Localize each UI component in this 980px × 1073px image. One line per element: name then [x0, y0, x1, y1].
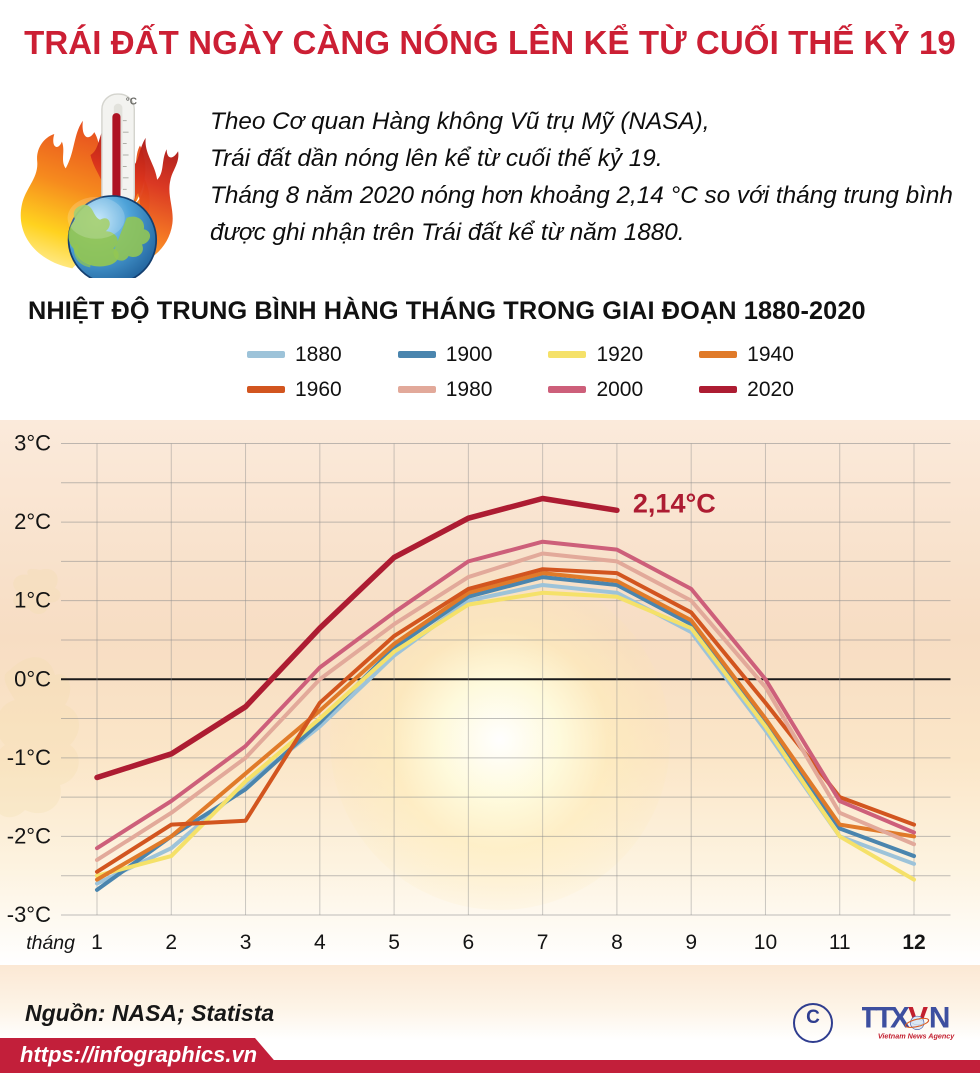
- svg-text:7: 7: [537, 931, 549, 954]
- svg-text:8: 8: [611, 931, 623, 954]
- svg-text:5: 5: [388, 931, 400, 954]
- svg-text:2,14°C: 2,14°C: [633, 488, 716, 518]
- svg-text:11: 11: [829, 931, 851, 954]
- svg-text:X: X: [890, 1001, 910, 1034]
- svg-text:12: 12: [902, 931, 925, 954]
- svg-text:1°C: 1°C: [14, 588, 51, 613]
- svg-text:°C: °C: [126, 97, 137, 108]
- svg-text:0°C: 0°C: [14, 666, 51, 691]
- svg-text:-2°C: -2°C: [7, 823, 51, 848]
- svg-text:3°C: 3°C: [14, 431, 51, 456]
- svg-text:2: 2: [165, 931, 177, 954]
- svg-text:10: 10: [754, 931, 777, 954]
- svg-text:6: 6: [463, 931, 475, 954]
- svg-text:-3°C: -3°C: [7, 902, 51, 927]
- svg-text:N: N: [929, 1001, 951, 1034]
- svg-text:1: 1: [91, 931, 103, 954]
- svg-text:tháng: tháng: [26, 932, 75, 954]
- svg-text:2°C: 2°C: [14, 509, 51, 534]
- svg-text:4: 4: [314, 931, 326, 954]
- svg-text:3: 3: [240, 931, 252, 954]
- svg-text:-1°C: -1°C: [7, 745, 51, 770]
- svg-text:9: 9: [685, 931, 697, 954]
- svg-text:TT: TT: [862, 1001, 893, 1034]
- svg-text:Vietnam News Agency: Vietnam News Agency: [878, 1031, 955, 1040]
